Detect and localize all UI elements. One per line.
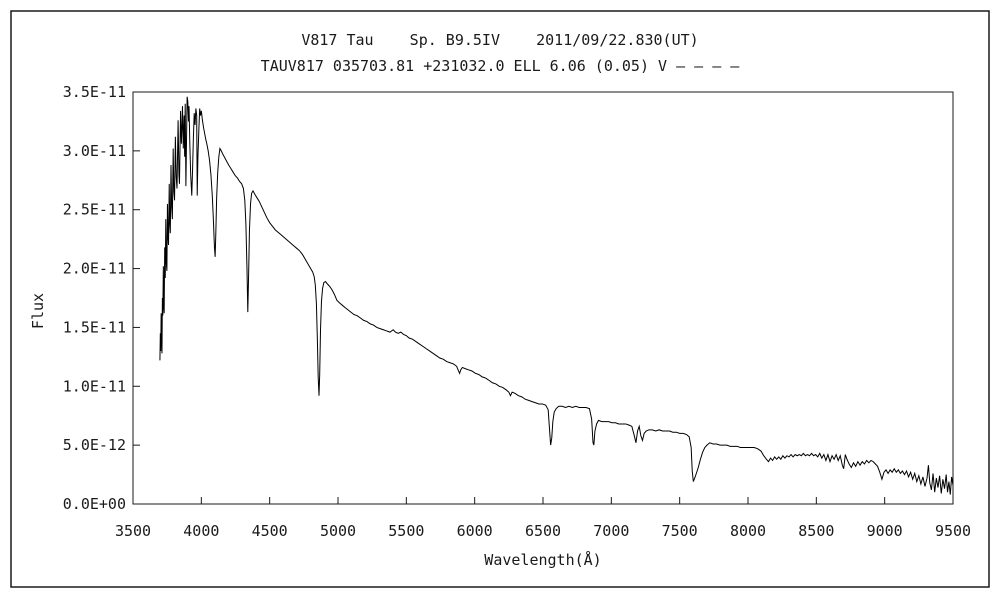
x-tick-label-5500: 5500 — [388, 522, 424, 540]
y-tick-label-5.0E-12: 5.0E-12 — [63, 436, 126, 454]
x-tick-label-3500: 3500 — [115, 522, 151, 540]
x-tick-label-5000: 5000 — [320, 522, 356, 540]
x-tick-label-7000: 7000 — [593, 522, 629, 540]
y-tick-label-0.0E+00: 0.0E+00 — [63, 495, 126, 513]
plot-area — [132, 91, 954, 505]
x-axis-ticks: 3500 4000 4500 5000 5500 6000 6500 7000 7500 8000… — [115, 497, 971, 540]
x-tick-label-9500: 9500 — [935, 522, 971, 540]
y-tick-label-2.0E-11: 2.0E-11 — [63, 260, 126, 278]
spectrum-line — [159, 96, 954, 495]
y-axis-ticks: 0.0E+00 5.0E-12 1.0E-11 1.5E-11 2.0E-11 2.5E-… — [63, 83, 140, 513]
y-tick-label-3.0E-11: 3.0E-11 — [63, 142, 126, 160]
x-tick-label-7500: 7500 — [662, 522, 698, 540]
y-tick-label-2.5E-11: 2.5E-11 — [63, 201, 126, 219]
x-tick-label-4000: 4000 — [183, 522, 219, 540]
x-tick-label-8000: 8000 — [730, 522, 766, 540]
x-tick-label-6000: 6000 — [457, 522, 493, 540]
plot-title: V817 Tau Sp. B9.5IV 2011/09/22.830(UT) — [301, 31, 699, 49]
y-tick-label-1.0E-11: 1.0E-11 — [63, 377, 126, 395]
y-tick-label-3.5E-11: 3.5E-11 — [63, 83, 126, 101]
x-tick-label-8500: 8500 — [798, 522, 834, 540]
x-tick-label-9000: 9000 — [867, 522, 903, 540]
plot-subtitle: TAUV817 035703.81 +231032.0 ELL 6.06 (0.… — [260, 57, 740, 75]
x-tick-label-6500: 6500 — [525, 522, 561, 540]
y-tick-label-1.5E-11: 1.5E-11 — [63, 318, 126, 336]
figure-border — [10, 10, 990, 588]
y-axis-title: Flux — [29, 292, 47, 330]
x-tick-label-4500: 4500 — [252, 522, 288, 540]
x-axis-title: Wavelength(Å) — [484, 551, 602, 569]
